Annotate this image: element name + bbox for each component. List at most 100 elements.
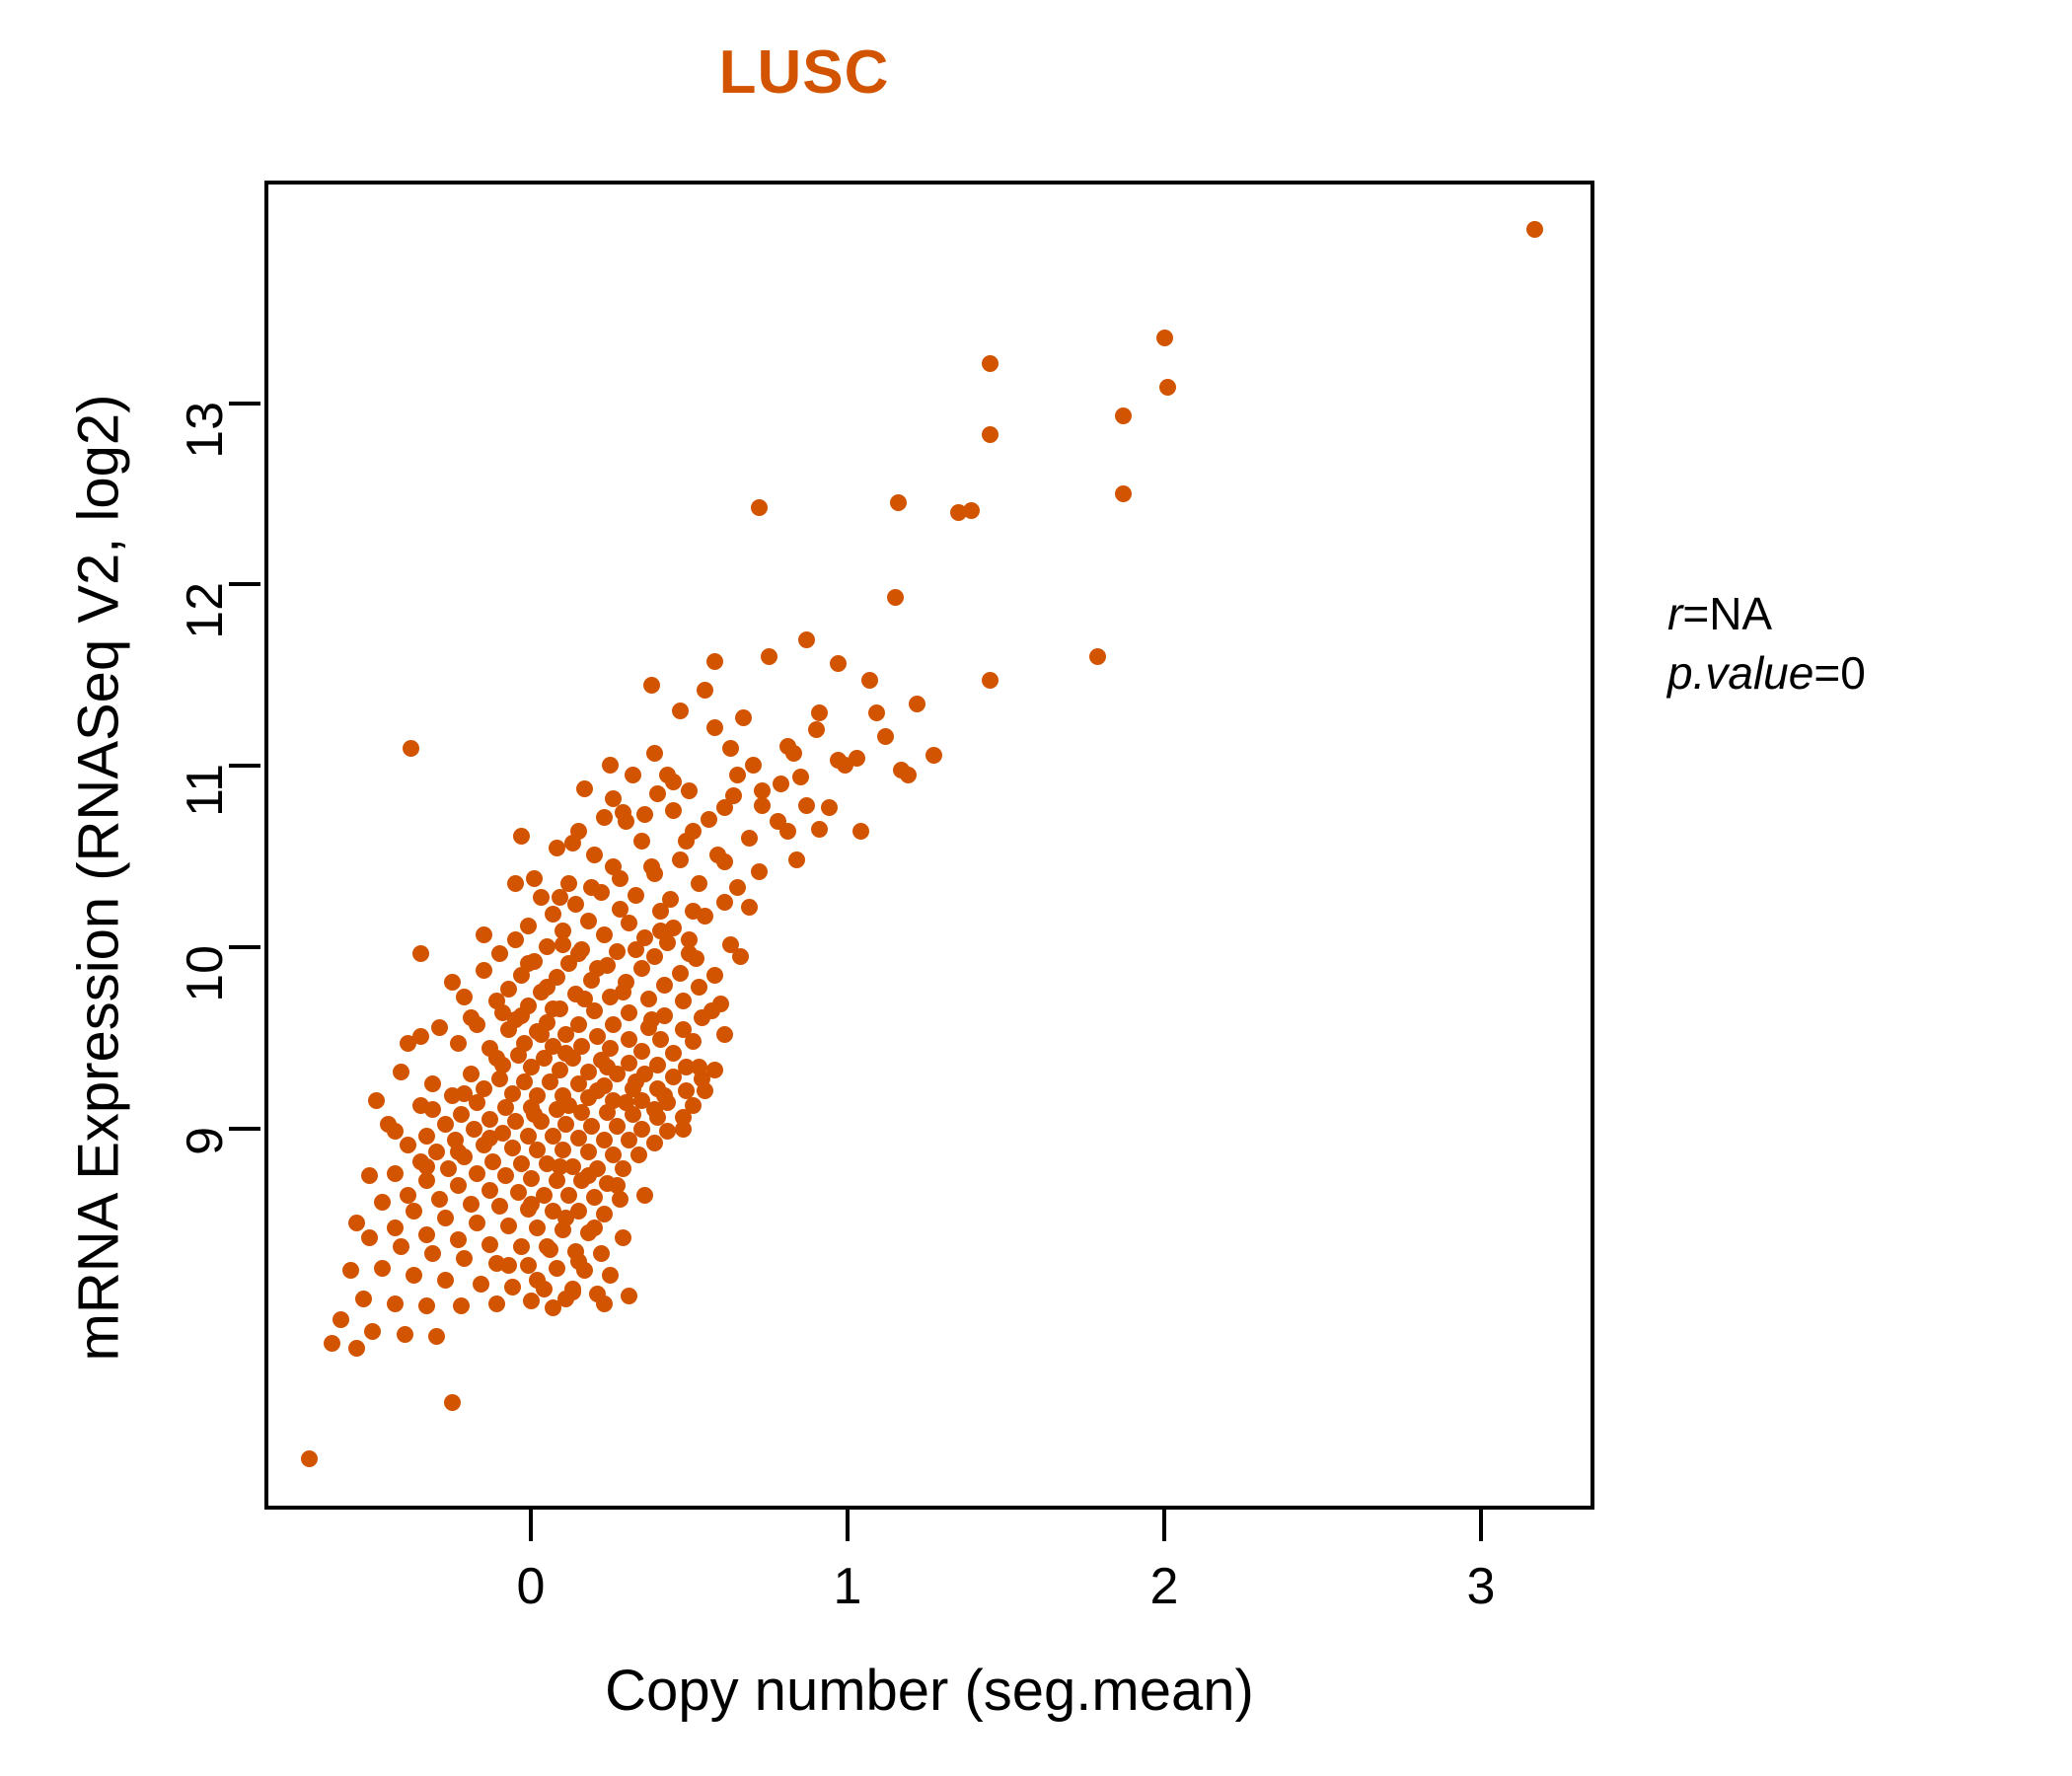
scatter-point (982, 426, 999, 444)
scatter-point (466, 1120, 483, 1138)
y-tick-mark-11 (229, 764, 260, 768)
scatter-point (417, 1296, 435, 1314)
scatter-point (557, 1210, 575, 1227)
scatter-point (535, 1049, 553, 1067)
scatter-point (605, 1016, 623, 1034)
scatter-point (462, 1066, 480, 1083)
x-tick-label-1: 1 (833, 1558, 862, 1615)
scatter-point (497, 1098, 515, 1116)
scatter-point (348, 1215, 366, 1232)
scatter-point (589, 1028, 607, 1046)
scatter-point (715, 1025, 733, 1043)
scatter-point (475, 1079, 492, 1097)
scatter-point (595, 1295, 613, 1312)
scatter-point (658, 1122, 676, 1140)
scatter-point (681, 931, 699, 949)
scatter-point (417, 1226, 435, 1244)
scatter-point (532, 1025, 550, 1043)
scatter-point (646, 1134, 664, 1151)
scatter-point (481, 1235, 499, 1253)
scatter-point (519, 917, 537, 934)
scatter-point (621, 1004, 638, 1022)
scatter-point (570, 1130, 588, 1147)
scatter-point (430, 1018, 448, 1036)
scatter-point (589, 959, 607, 977)
scatter-point (548, 1101, 565, 1119)
scatter-point (500, 1217, 518, 1234)
y-tick-mark-13 (229, 402, 260, 406)
scatter-points-layer (268, 185, 1591, 1506)
scatter-point (487, 1254, 505, 1272)
scatter-point (655, 1006, 673, 1024)
scatter-point (621, 1132, 638, 1149)
scatter-point (519, 1127, 537, 1145)
scatter-point (386, 1295, 404, 1312)
scatter-point (810, 704, 828, 722)
scatter-point (621, 915, 638, 932)
scatter-point (538, 1155, 555, 1173)
scatter-point (595, 1205, 613, 1222)
scatter-point (665, 1068, 683, 1085)
scatter-point (490, 1198, 508, 1216)
scatter-point (538, 1238, 555, 1256)
scatter-point (551, 1157, 568, 1175)
scatter-point (557, 1044, 575, 1062)
scatter-point (437, 1271, 455, 1289)
scatter-point (494, 1125, 511, 1143)
scatter-point (642, 676, 660, 694)
scatter-point (731, 947, 749, 965)
scatter-point (560, 1096, 578, 1114)
scatter-point (402, 740, 419, 758)
scatter-point (393, 1238, 410, 1256)
scatter-point (450, 1035, 468, 1053)
scatter-point (522, 1293, 540, 1310)
scatter-point (646, 745, 664, 763)
scatter-point (424, 1101, 442, 1119)
scatter-point (513, 827, 531, 845)
scatter-point (741, 898, 759, 916)
scatter-point (586, 1220, 604, 1236)
scatter-point (456, 1250, 474, 1268)
scatter-point (494, 1004, 511, 1022)
scatter-point (487, 1295, 505, 1312)
scatter-point (513, 1238, 531, 1256)
scatter-point (545, 1203, 562, 1221)
scatter-point (890, 494, 908, 512)
scatter-point (484, 1153, 502, 1170)
scatter-point (618, 1094, 635, 1112)
scatter-point (754, 782, 772, 800)
scatter-point (605, 1146, 623, 1163)
scatter-point (691, 874, 707, 892)
correlation-symbol: r (1667, 588, 1683, 639)
scatter-point (700, 811, 717, 829)
scatter-point (836, 757, 853, 775)
scatter-point (503, 1278, 521, 1295)
scatter-point (490, 945, 508, 963)
scatter-point (579, 1064, 597, 1081)
scatter-point (788, 851, 806, 868)
scatter-point (950, 504, 968, 522)
scatter-point (741, 830, 759, 848)
scatter-point (697, 1082, 714, 1100)
scatter-point (481, 1130, 499, 1147)
x-tick-label-2: 2 (1149, 1558, 1179, 1615)
scatter-point (642, 1011, 660, 1029)
scatter-point (424, 1075, 442, 1093)
scatter-point (469, 1094, 486, 1112)
scatter-point (563, 1281, 581, 1298)
scatter-point (475, 962, 492, 980)
scatter-point (715, 893, 733, 911)
scatter-point (526, 1106, 544, 1124)
x-tick-mark-3 (1479, 1510, 1483, 1541)
scatter-point (636, 1186, 654, 1204)
scatter-point (602, 988, 620, 1005)
scatter-point (706, 652, 724, 670)
scatter-point (554, 1142, 571, 1159)
scatter-point (636, 806, 654, 824)
scatter-point (570, 1252, 588, 1270)
scatter-point (608, 1118, 626, 1136)
scatter-point (462, 1196, 480, 1214)
scatter-point (598, 1103, 616, 1121)
scatter-point (333, 1311, 350, 1329)
